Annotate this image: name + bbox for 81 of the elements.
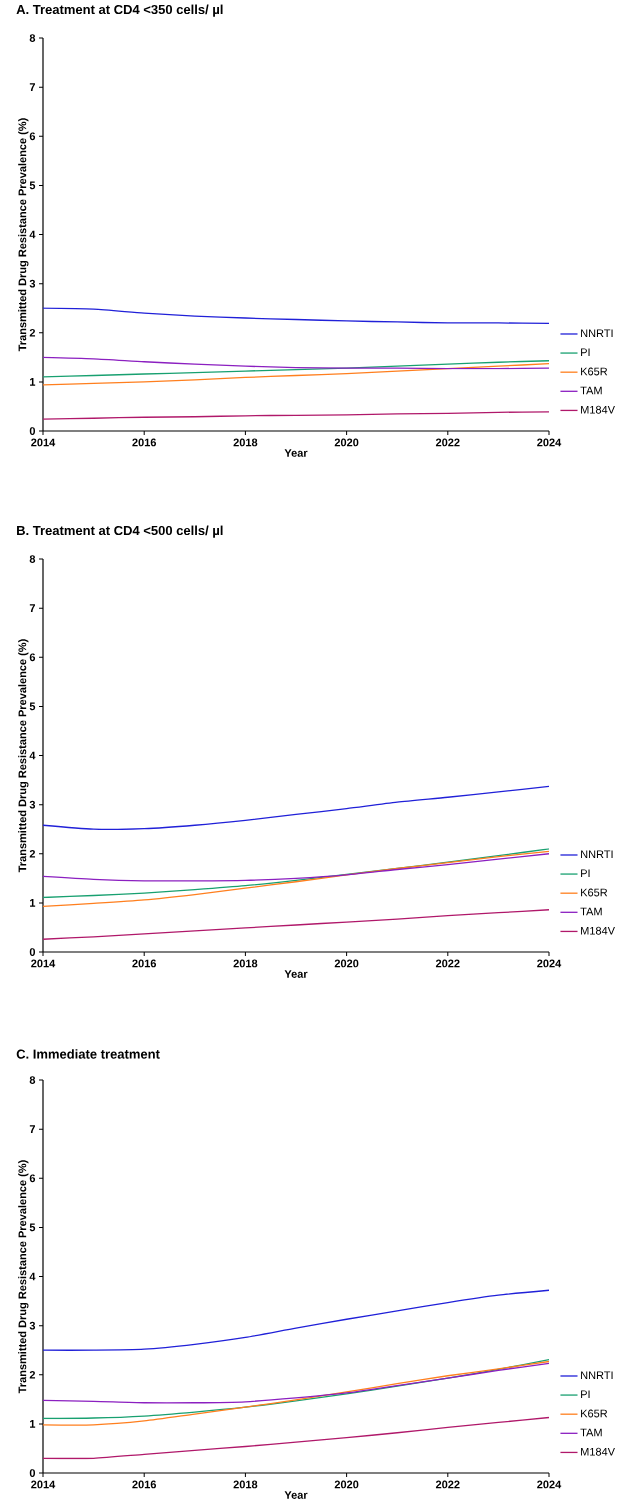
y-tick-label: 6 (29, 1174, 36, 1183)
chart-title: C. Immediate treatment (16, 1049, 160, 1059)
y-tick-label: 8 (29, 1076, 36, 1084)
x-tick-label: 2018 (233, 438, 258, 447)
x-tick-label: 2014 (31, 438, 56, 447)
y-tick-label: 4 (29, 230, 36, 239)
y-tick-label: 1 (30, 378, 36, 386)
x-axis-title: Year (284, 970, 308, 978)
y-axis-title: Transmitted Drug Resistance Prevalence (%) (18, 118, 29, 352)
y-tick-label: 0 (29, 427, 36, 435)
legend-label: PI (581, 869, 590, 878)
line-series (43, 1362, 550, 1404)
y-tick-label: 5 (29, 181, 36, 190)
line-series (43, 850, 550, 907)
x-tick-label: 2016 (132, 1480, 157, 1489)
line-series (43, 785, 550, 830)
line-series (43, 356, 550, 370)
y-tick-label: 6 (29, 653, 36, 662)
y-tick-label: 3 (29, 800, 36, 809)
line-series (43, 363, 550, 386)
x-tick-label: 2016 (132, 959, 157, 968)
x-tick-label: 2024 (537, 438, 562, 447)
y-tick-label: 2 (29, 328, 36, 337)
legend-label: K65R (581, 367, 608, 376)
y-axis-title: Transmitted Drug Resistance Prevalence (%) (18, 639, 29, 873)
x-tick-label: 2018 (233, 959, 258, 968)
y-tick-label: 4 (29, 1272, 36, 1281)
y-tick-label: 8 (29, 555, 36, 563)
x-axis-title: Year (284, 1491, 308, 1499)
line-series (43, 411, 550, 420)
legend-label: M184V (581, 405, 615, 414)
x-tick-label: 2020 (334, 438, 359, 447)
x-tick-label: 2024 (537, 959, 562, 968)
legend-label: PI (581, 348, 590, 357)
legend-label: K65R (581, 1409, 608, 1418)
line-series (43, 909, 550, 940)
x-tick-label: 2024 (537, 1480, 562, 1489)
chart-title: A. Treatment at CD4 <350 cells/ µl (16, 4, 223, 17)
x-tick-label: 2014 (31, 959, 56, 968)
x-tick-label: 2018 (233, 1480, 258, 1489)
y-tick-label: 6 (29, 132, 36, 141)
legend-label: TAM (580, 1428, 602, 1437)
x-tick-label: 2022 (435, 959, 460, 968)
x-tick-label: 2016 (132, 438, 157, 447)
legend-label: NNRTI (581, 850, 613, 859)
y-tick-label: 0 (29, 948, 36, 956)
chart-title: B. Treatment at CD4 <500 cells/ µl (17, 525, 223, 538)
y-tick-label: 7 (29, 1125, 35, 1133)
y-tick-label: 5 (29, 1223, 36, 1232)
legend-label: M184V (581, 1447, 615, 1456)
line-series (43, 1416, 550, 1460)
y-tick-label: 2 (29, 1370, 36, 1379)
legend-label: TAM (580, 386, 602, 395)
legend-label: K65R (581, 888, 608, 897)
y-tick-label: 1 (30, 899, 36, 907)
line-series (43, 853, 550, 882)
y-tick-label: 7 (29, 604, 35, 612)
x-tick-label: 2014 (31, 1480, 56, 1489)
line-series (43, 360, 550, 378)
y-tick-label: 7 (29, 83, 35, 91)
x-tick-label: 2022 (435, 438, 460, 447)
y-tick-label: 5 (29, 702, 36, 711)
x-tick-label: 2020 (334, 959, 359, 968)
y-tick-label: 2 (29, 849, 36, 858)
y-axis-title: Transmitted Drug Resistance Prevalence (%) (18, 1160, 29, 1394)
y-tick-label: 3 (29, 1321, 36, 1330)
y-tick-label: 4 (29, 751, 36, 760)
legend-label: TAM (580, 907, 602, 916)
legend-label: PI (581, 1390, 590, 1399)
x-tick-label: 2022 (435, 1480, 460, 1489)
y-tick-label: 1 (30, 1420, 36, 1428)
y-tick-label: 3 (29, 279, 36, 288)
legend-label: NNRTI (581, 329, 613, 338)
x-axis-title: Year (284, 449, 308, 457)
line-series (43, 307, 550, 325)
x-tick-label: 2020 (334, 1480, 359, 1489)
legend-label: NNRTI (581, 1371, 613, 1380)
line-series (43, 1289, 550, 1351)
y-tick-label: 0 (29, 1469, 36, 1477)
y-tick-label: 8 (29, 34, 36, 42)
legend-label: M184V (581, 926, 615, 935)
